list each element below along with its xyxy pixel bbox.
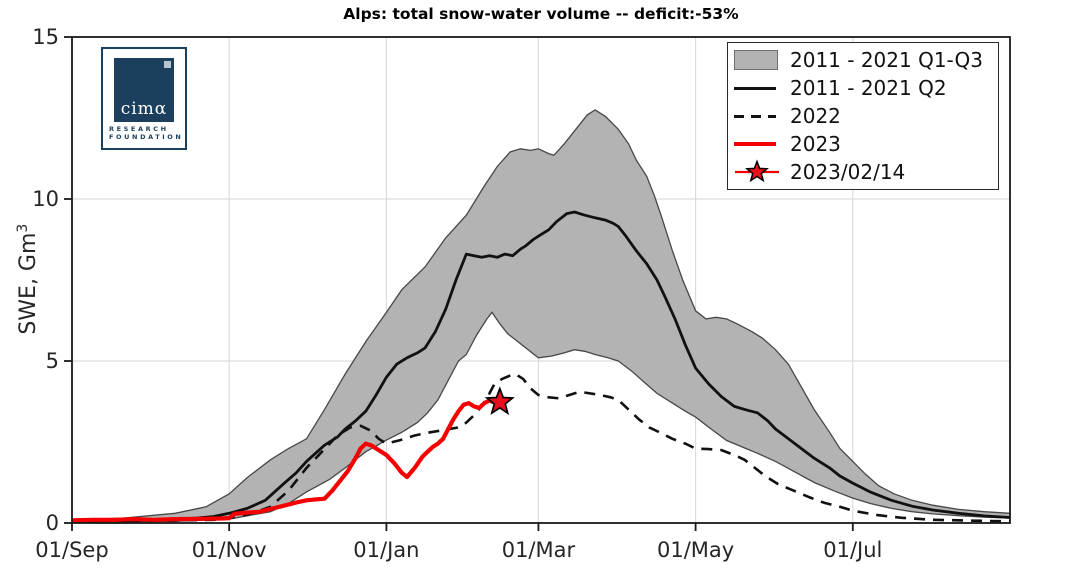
legend-label: 2011 - 2021 Q1-Q3 <box>790 48 983 72</box>
svg-text:01/Sep: 01/Sep <box>35 538 108 562</box>
band-swatch-icon <box>734 50 778 70</box>
legend: 2011 - 2021 Q1-Q3 2011 - 2021 Q2 2022 20… <box>727 42 999 190</box>
solid-line-swatch-icon <box>734 86 776 90</box>
svg-text:0: 0 <box>46 511 59 535</box>
y-axis-label-text: SWE, Gm <box>16 232 42 335</box>
svg-text:01/May: 01/May <box>657 538 734 562</box>
cima-logo: cimα RESEARCH FOUNDATION <box>101 47 187 150</box>
cima-logo-subtitle-line2: FOUNDATION <box>109 133 184 141</box>
cima-logo-wordmark: cimα <box>120 99 168 119</box>
star-marker-icon <box>734 159 784 185</box>
svg-text:01/Nov: 01/Nov <box>192 538 267 562</box>
legend-item-2023: 2023 <box>734 131 992 158</box>
svg-text:10: 10 <box>32 187 59 211</box>
svg-text:01/Jan: 01/Jan <box>353 538 419 562</box>
chart-title: Alps: total snow-water volume -- deficit… <box>343 5 739 23</box>
cima-logo-corner-mark <box>164 61 171 68</box>
cima-logo-subtitle: RESEARCH FOUNDATION <box>109 125 183 141</box>
cima-logo-square: cimα <box>114 58 174 122</box>
legend-item-q2: 2011 - 2021 Q2 <box>734 75 992 102</box>
legend-label: 2022 <box>790 104 841 128</box>
cima-logo-subtitle-line1: RESEARCH <box>109 125 169 133</box>
svg-text:15: 15 <box>32 25 59 49</box>
legend-item-star: 2023/02/14 <box>734 159 992 186</box>
legend-label: 2023/02/14 <box>790 160 906 184</box>
legend-item-band: 2011 - 2021 Q1-Q3 <box>734 47 992 74</box>
svg-text:01/Jul: 01/Jul <box>823 538 882 562</box>
legend-item-2022: 2022 <box>734 103 992 130</box>
svg-text:5: 5 <box>46 349 59 373</box>
red-line-swatch-icon <box>734 142 776 146</box>
y-axis-label: SWE, Gm3 <box>15 129 41 429</box>
svg-text:01/Mar: 01/Mar <box>502 538 576 562</box>
legend-label: 2023 <box>790 132 841 156</box>
dashed-line-swatch-icon <box>734 114 776 118</box>
y-axis-label-exponent: 3 <box>14 223 31 233</box>
legend-label: 2011 - 2021 Q2 <box>790 76 947 100</box>
